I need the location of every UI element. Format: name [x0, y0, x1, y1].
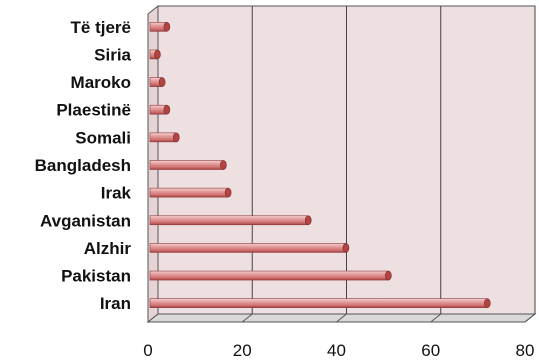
- bar-cap: [154, 49, 161, 60]
- category-label: Maroko: [71, 73, 131, 92]
- x-tick-label: 80: [516, 341, 535, 360]
- category-label: Plaestinë: [56, 101, 131, 120]
- bar: [149, 22, 171, 32]
- category-label: Iran: [100, 294, 131, 313]
- bar-cap: [224, 187, 232, 198]
- bar: [149, 49, 161, 60]
- category-label: Alzhir: [84, 239, 132, 258]
- bars: [149, 22, 491, 308]
- category-label: Të tjerë: [71, 18, 131, 37]
- bar: [149, 160, 227, 170]
- category-label: Bangladesh: [35, 156, 131, 175]
- bar: [149, 187, 232, 198]
- bar-cap: [220, 160, 227, 170]
- category-label: Pakistan: [61, 267, 131, 286]
- bar-body: [149, 160, 224, 170]
- x-tick-label: 40: [327, 341, 346, 360]
- bar: [149, 215, 312, 226]
- bar: [149, 77, 166, 87]
- bar-body: [149, 298, 488, 308]
- floor-gridline: [336, 313, 347, 323]
- category-label: Somali: [75, 128, 131, 147]
- category-labels: Iran Pakistan Alzhir Avganistan Irak Banglade…: [35, 18, 132, 313]
- category-label: Irak: [101, 184, 132, 203]
- category-label: Avganistan: [40, 211, 131, 230]
- bar-cap: [163, 22, 171, 32]
- x-tick-label: 0: [143, 341, 152, 360]
- bar-body: [149, 187, 229, 198]
- bar-cap: [158, 77, 166, 87]
- gridlines: [241, 6, 536, 323]
- bar: [149, 132, 180, 143]
- category-label: Siria: [94, 45, 131, 64]
- bar-body: [149, 132, 177, 143]
- bar-cap: [342, 243, 350, 253]
- bar-cap: [163, 104, 171, 115]
- bar-body: [149, 243, 347, 253]
- bar: [149, 243, 350, 253]
- bar-cap: [483, 298, 491, 308]
- bar-body: [149, 215, 309, 226]
- bar: [149, 104, 171, 115]
- bar: [149, 270, 392, 281]
- bar-cap: [172, 132, 180, 143]
- x-tick-labels: 0 20 40 60 80: [143, 341, 534, 360]
- bar: [149, 298, 491, 308]
- floor-gridline: [241, 313, 253, 323]
- x-tick-label: 20: [233, 341, 252, 360]
- floor-gridline: [524, 313, 536, 323]
- bar-cap: [385, 270, 392, 281]
- bar-body: [149, 270, 389, 281]
- x-tick-label: 60: [421, 341, 440, 360]
- bar-cap: [304, 215, 312, 226]
- floor-gridline: [430, 313, 442, 323]
